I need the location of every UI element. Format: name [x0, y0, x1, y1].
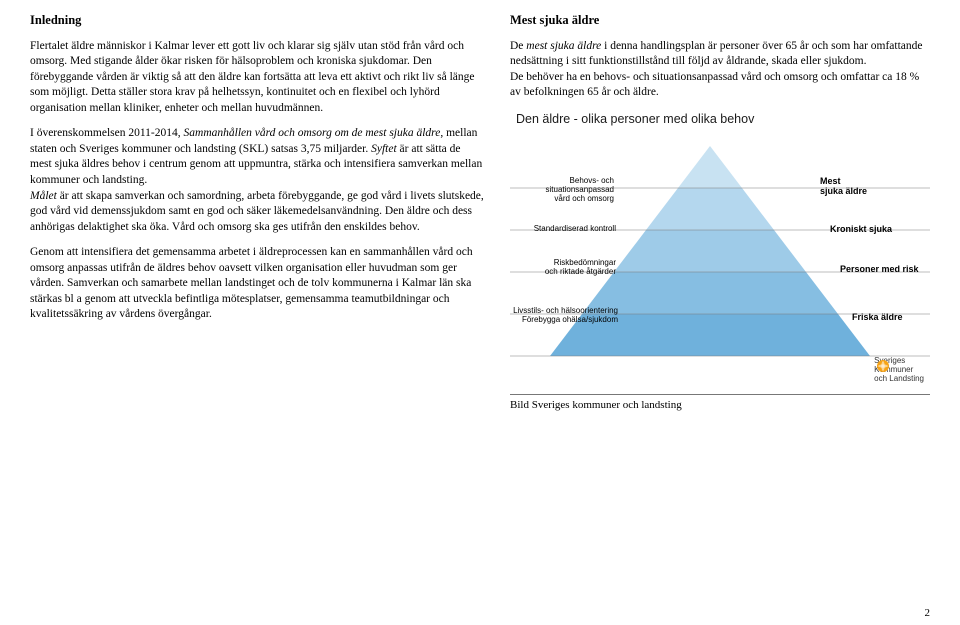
pyramid-figure: Den äldre - olika personer med olika beh… [510, 111, 930, 413]
right-label-4: Friska äldre [852, 312, 903, 322]
left-label-3: Riskbedömningar och riktade åtgärder [496, 258, 616, 276]
p2d: är att skapa samverkan och samordning, a… [30, 190, 484, 233]
right-heading: Mest sjuka äldre [510, 12, 930, 29]
right-column: Mest sjuka äldre De mest sjuka äldre i d… [510, 12, 930, 413]
page-body: Inledning Flertalet äldre människor i Ka… [0, 0, 960, 413]
pyramid-wrap: Behovs- och situationsanpassad vård och … [510, 136, 930, 386]
p2d-i: Målet [30, 190, 57, 202]
left-label-1: Behovs- och situationsanpassad vård och … [514, 176, 614, 204]
left-p3: Genom att intensifiera det gemensamma ar… [30, 245, 484, 323]
left-label-4: Livsstils- och hälsoorientering Förebygg… [460, 306, 618, 324]
right-p2: De behöver ha en behovs- och situationsa… [510, 70, 930, 101]
left-heading: Inledning [30, 12, 484, 29]
skl-logo: Sveriges Kommuner och Landsting [874, 357, 924, 383]
right-p1: De mest sjuka äldre i denna handlingspla… [510, 39, 930, 70]
figure-caption: Bild Sveriges kommuner och landsting [510, 394, 930, 413]
r1i: mest sjuka äldre [526, 40, 601, 52]
logo-icon [874, 357, 892, 375]
r1a: De [510, 40, 526, 52]
figure-title: Den äldre - olika personer med olika beh… [516, 111, 930, 128]
p2i: Sammanhållen vård och omsorg om de mest … [184, 127, 441, 139]
right-label-2: Kroniskt sjuka [830, 224, 892, 234]
right-label-1: Mest sjuka äldre [820, 176, 867, 197]
p2c-i: Syftet [371, 143, 397, 155]
left-label-2: Standardiserad kontroll [486, 224, 616, 233]
left-p1: Flertalet äldre människor i Kalmar lever… [30, 39, 484, 117]
page-number: 2 [925, 607, 931, 619]
left-p2: I överenskommelsen 2011-2014, Sammanhåll… [30, 126, 484, 235]
right-label-3: Personer med risk [840, 264, 919, 274]
left-column: Inledning Flertalet äldre människor i Ka… [30, 12, 484, 413]
p2a: I överenskommelsen 2011-2014, [30, 127, 184, 139]
